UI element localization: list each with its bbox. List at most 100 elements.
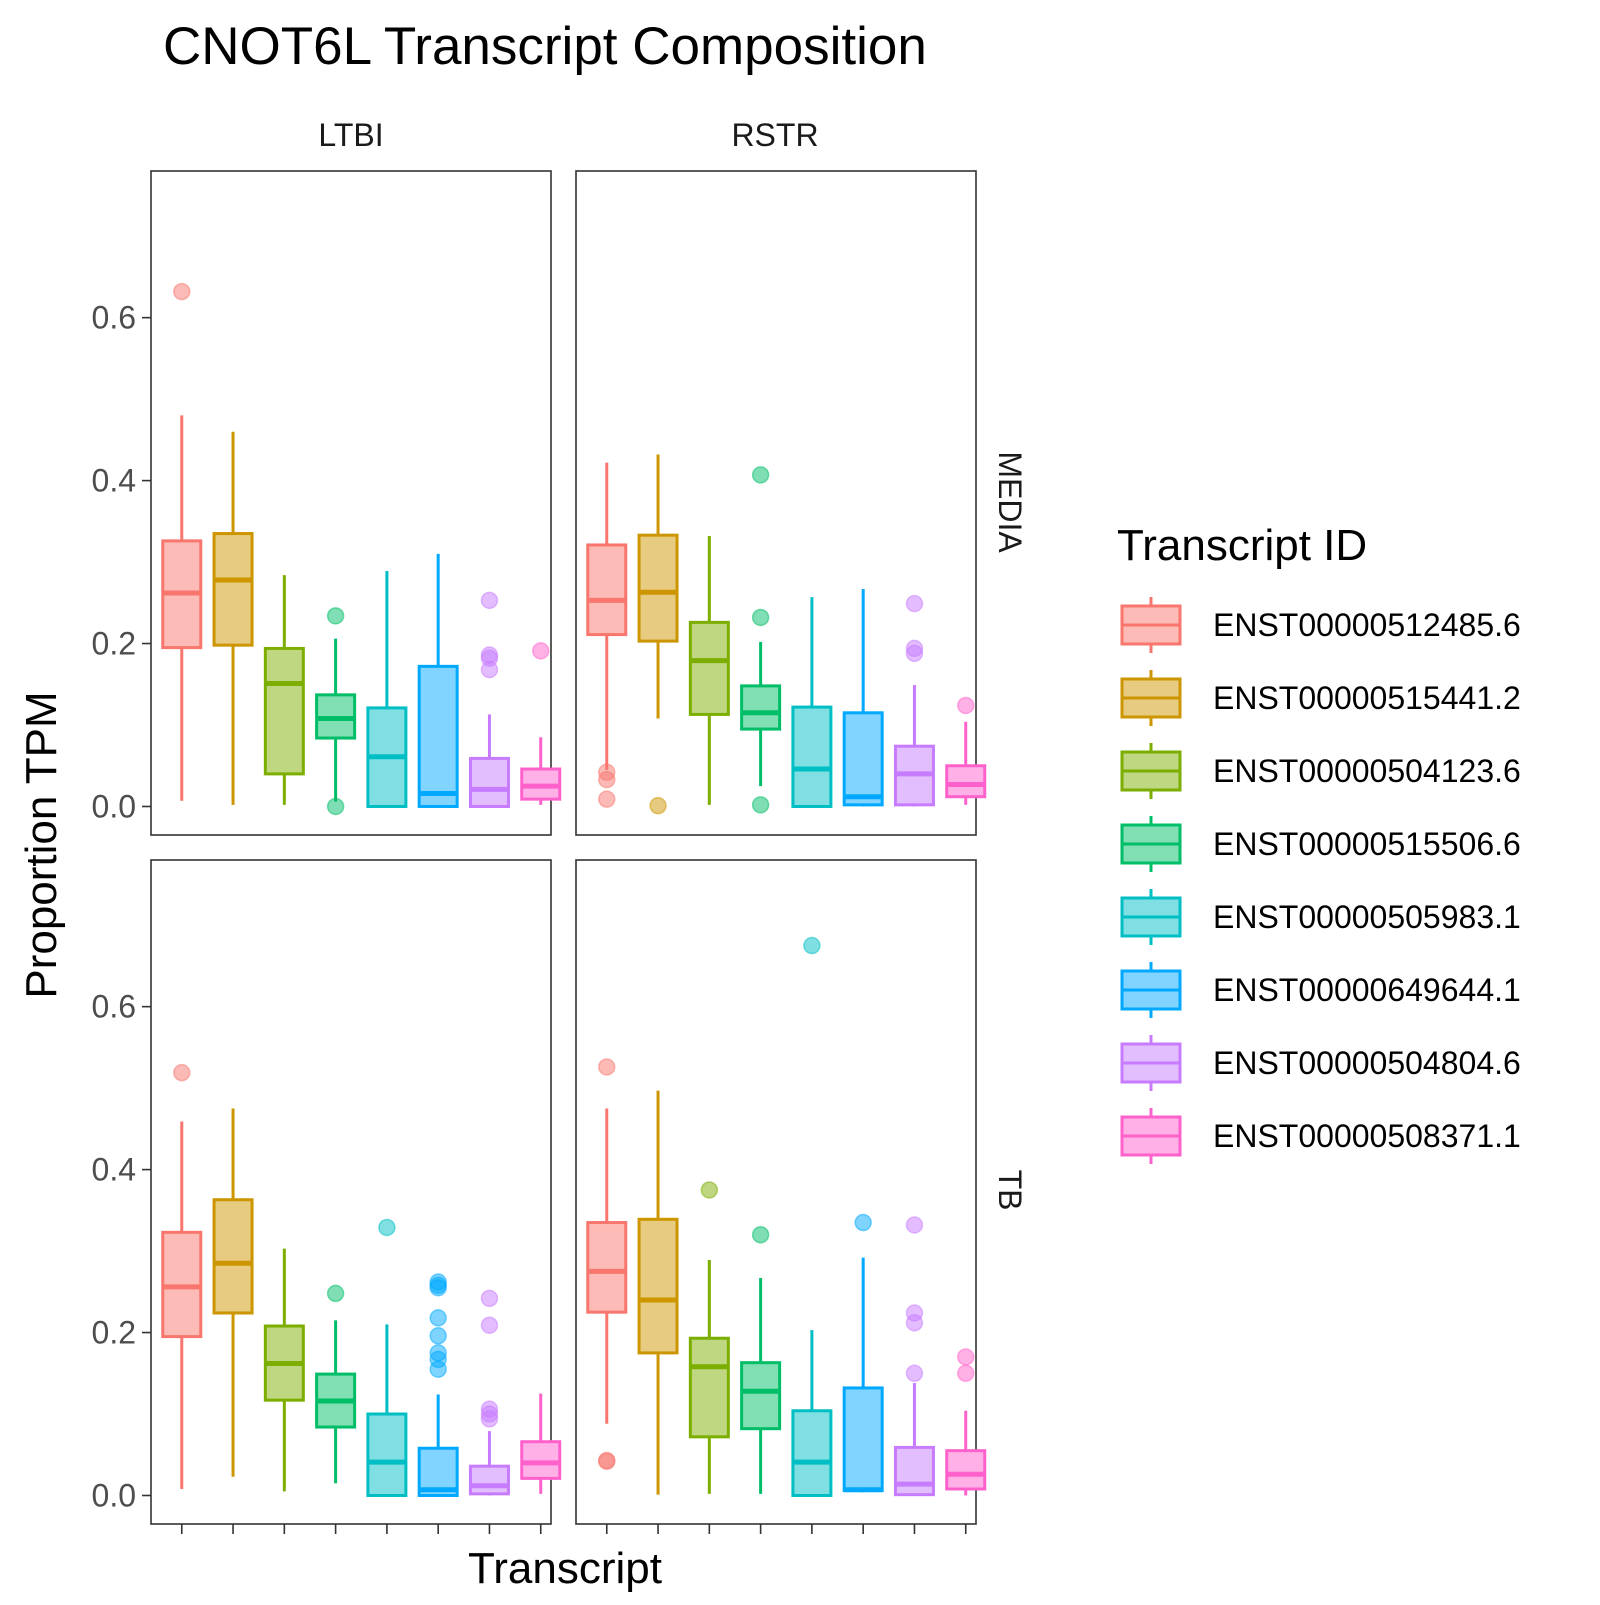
outlier-point [598,770,616,789]
box-iqr [263,646,305,776]
legend-title: Transcript ID [1117,521,1367,570]
outlier-point [326,607,345,625]
box-2 [637,454,679,815]
outlier-point [480,1410,499,1428]
outlier-point [905,594,924,613]
box-1 [161,1063,203,1489]
box-1 [586,462,628,808]
chart-title: CNOT6L Transcript Composition [163,17,927,76]
panel-border [575,170,977,836]
box-8 [945,696,987,805]
y-axis-title: Proportion TPM [17,691,66,998]
legend-label: ENST00000504804.6 [1213,1045,1521,1081]
outlier-point [751,608,770,627]
outlier-point [173,282,191,301]
box-1 [161,282,203,801]
box-iqr [740,1361,782,1431]
box-iqr [366,1412,408,1497]
box-5 [791,597,833,808]
box-7 [468,1289,510,1496]
box-5 [366,571,408,808]
legend-item: ENST00000515441.2 [1120,670,1521,726]
y-tick-label: 0.0 [92,1477,136,1513]
outlier-point [326,797,345,816]
box-3 [263,1248,305,1492]
outlier-point [751,1226,770,1244]
box-iqr [893,1445,935,1497]
box-iqr [791,1409,833,1497]
box-iqr [212,1198,254,1315]
y-tick-label: 0.0 [92,788,136,824]
legend: ENST00000512485.6 ENST00000515441.2 ENST00… [1120,597,1521,1164]
box-4 [315,607,357,816]
y-tick-label: 0.6 [92,300,136,336]
outlier-point [905,1364,924,1383]
column-strip-label-ltbi: LTBI [318,117,383,153]
legend-label: ENST00000649644.1 [1213,972,1521,1008]
box-7 [893,594,935,807]
box-5 [366,1218,408,1497]
outlier-point [173,1063,191,1082]
box-8 [520,642,562,805]
legend-item: ENST00000504123.6 [1120,743,1521,799]
legend-item: ENST00000505983.1 [1120,889,1521,945]
legend-item: ENST00000515506.6 [1120,816,1521,872]
box-7 [468,591,510,808]
panel-rstr-media [575,170,987,836]
box-8 [945,1348,987,1496]
outlier-point [480,1289,499,1308]
box-iqr [688,620,730,716]
outlier-point [956,1348,975,1366]
box-3 [688,1181,730,1494]
outlier-point [429,1278,447,1297]
box-8 [520,1393,562,1494]
outlier-point [326,1284,345,1303]
legend-label: ENST00000504123.6 [1213,753,1521,789]
row-strip-label-tb: TB [992,1170,1028,1211]
box-iqr [945,764,987,799]
outlier-point [700,1181,719,1199]
box-iqr [791,705,833,808]
box-2 [212,1108,254,1477]
outlier-point [429,1360,447,1378]
outlier-point [905,644,924,663]
outlier-point [649,796,667,815]
box-4 [740,466,782,814]
y-tick-label: 0.2 [92,1315,136,1351]
box-iqr [212,532,254,647]
box-3 [688,535,730,805]
box-iqr [842,711,884,807]
box-2 [637,1090,679,1495]
outlier-point [378,1218,396,1237]
legend-label: ENST00000515506.6 [1213,826,1521,862]
legend-item: ENST00000512485.6 [1120,597,1521,653]
box-iqr [468,756,510,808]
box-5 [791,936,833,1497]
legend-label: ENST00000508371.1 [1213,1118,1521,1154]
row-strip-label-media: MEDIA [992,451,1028,553]
box-iqr [520,1440,562,1480]
outlier-point [956,1364,975,1383]
box-iqr [740,684,782,731]
outlier-point [905,1314,924,1332]
legend-label: ENST00000512485.6 [1213,607,1521,643]
outlier-point [598,1058,616,1076]
panel-rstr-tb [575,859,987,1534]
box-iqr [945,1449,987,1491]
outlier-point [429,1327,447,1345]
box-iqr [637,533,679,643]
box-2 [212,431,254,805]
outlier-point [531,642,550,660]
y-tick-label: 0.4 [92,463,136,499]
outlier-point [854,1213,872,1232]
legend-label: ENST00000515441.2 [1213,680,1521,716]
outlier-point [751,466,770,484]
x-axis-title: Transcript [468,1544,662,1593]
box-iqr [688,1336,730,1439]
y-tick-label: 0.4 [92,1152,136,1188]
box-iqr [637,1217,679,1355]
panel-ltbi-tb: 0.0 0.2 0.4 0.6 [92,859,562,1534]
outlier-point [480,591,499,610]
